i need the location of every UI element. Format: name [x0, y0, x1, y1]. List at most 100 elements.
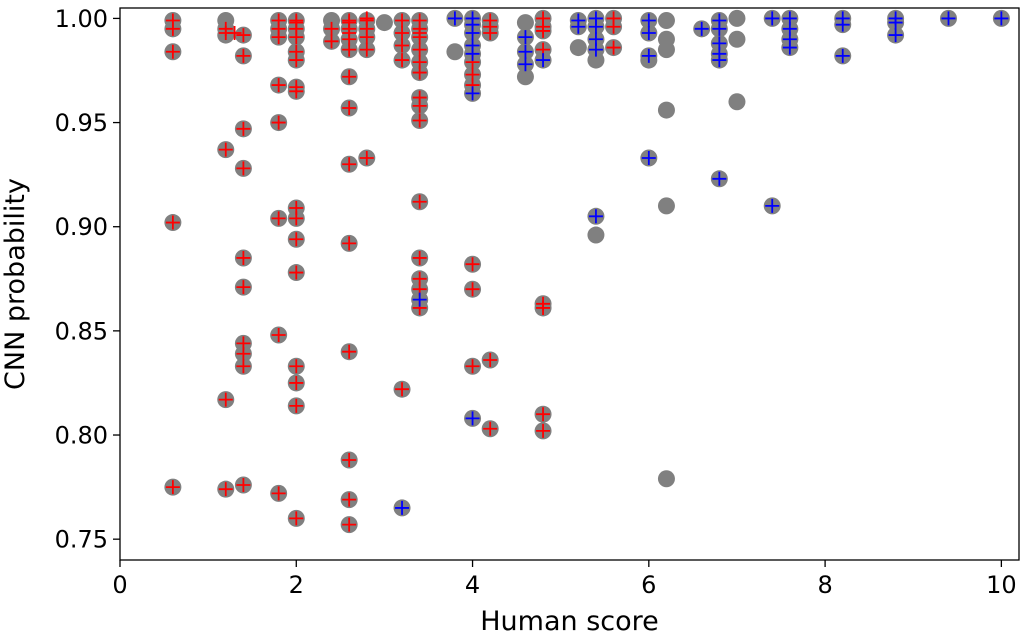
data-point-red-plus — [289, 13, 304, 28]
data-point-red-plus — [412, 113, 427, 128]
data-point-red-plus — [236, 250, 251, 265]
data-point-blue-plus — [712, 36, 727, 51]
data-point-red-plus — [271, 486, 286, 501]
data-point-red-plus — [483, 13, 498, 28]
data-point-blue-plus — [641, 13, 656, 28]
data-point-red-plus — [236, 48, 251, 63]
y-axis-label: CNN probability — [0, 178, 31, 390]
data-point-red-plus — [536, 11, 551, 26]
data-point-blue-plus — [395, 500, 410, 515]
data-point-red-plus — [289, 398, 304, 413]
data-point-circle — [657, 30, 675, 48]
data-point-blue-plus — [465, 38, 480, 53]
data-point-red-plus — [236, 359, 251, 374]
data-point-red-plus — [342, 100, 357, 115]
data-point-blue-plus — [888, 11, 903, 26]
data-point-circle — [446, 43, 464, 61]
x-axis: 0 2 4 6 8 10 — [112, 560, 1017, 599]
data-point-blue-plus — [712, 171, 727, 186]
data-point-red-plus — [289, 265, 304, 280]
data-point-red-plus — [165, 480, 180, 495]
data-point-circle — [217, 11, 235, 29]
data-point-blue-plus — [588, 32, 603, 47]
data-point-blue-plus — [536, 53, 551, 68]
data-point-red-plus — [412, 194, 427, 209]
data-point-blue-plus — [518, 44, 533, 59]
data-point-red-plus — [536, 423, 551, 438]
data-point-red-plus — [289, 44, 304, 59]
y-tick-label: 1.00 — [55, 5, 108, 33]
data-point-red-plus — [606, 11, 621, 26]
data-point-red-plus — [271, 211, 286, 226]
data-point-red-plus — [395, 53, 410, 68]
data-point-blue-plus — [765, 11, 780, 26]
x-tick-label: 10 — [986, 571, 1017, 599]
data-point-circle — [569, 39, 587, 57]
data-point-red-plus — [342, 344, 357, 359]
data-point-red-plus — [324, 21, 339, 36]
data-point-red-plus — [342, 492, 357, 507]
data-point-blue-plus — [941, 11, 956, 26]
x-tick-label: 4 — [465, 571, 480, 599]
data-point-blue-plus — [465, 11, 480, 26]
data-point-red-plus — [289, 80, 304, 95]
data-point-red-plus — [412, 42, 427, 57]
plot-frame — [119, 7, 1020, 561]
data-point-red-plus — [236, 478, 251, 493]
data-point-red-plus — [536, 296, 551, 311]
data-point-red-plus — [395, 13, 410, 28]
data-point-circle — [657, 101, 675, 119]
data-point-circle — [657, 11, 675, 29]
data-point-blue-plus — [835, 48, 850, 63]
data-point-blue-plus — [571, 13, 586, 28]
data-points — [164, 9, 1010, 534]
data-point-red-plus — [289, 375, 304, 390]
data-point-red-plus — [289, 359, 304, 374]
data-point-blue-plus — [641, 48, 656, 63]
data-point-circle — [657, 470, 675, 488]
data-point-circle — [516, 14, 534, 32]
data-point-red-plus — [236, 280, 251, 295]
data-point-red-plus — [271, 78, 286, 93]
data-point-red-plus — [412, 271, 427, 286]
data-point-blue-plus — [447, 11, 462, 26]
data-point-circle — [657, 197, 675, 215]
data-point-red-plus — [236, 121, 251, 136]
y-tick-label: 0.80 — [55, 422, 108, 450]
data-point-circle — [516, 68, 534, 86]
data-point-red-plus — [606, 40, 621, 55]
data-point-red-plus — [218, 482, 233, 497]
data-point-red-plus — [395, 38, 410, 53]
data-point-red-plus — [271, 13, 286, 28]
data-point-red-plus — [465, 359, 480, 374]
data-point-red-plus — [227, 25, 242, 40]
data-point-red-plus — [395, 382, 410, 397]
data-point-red-plus — [289, 511, 304, 526]
x-tick-label: 0 — [112, 571, 127, 599]
data-point-red-plus — [342, 236, 357, 251]
data-point-red-plus — [412, 250, 427, 265]
data-point-blue-plus — [641, 150, 656, 165]
data-point-circle — [728, 93, 746, 111]
data-point-red-plus — [342, 453, 357, 468]
data-point-red-plus — [218, 142, 233, 157]
data-point-red-plus — [483, 421, 498, 436]
y-axis: 0.75 0.80 0.85 0.90 0.95 1.00 — [55, 5, 120, 554]
y-tick-label: 0.90 — [55, 213, 108, 241]
data-point-red-plus — [465, 257, 480, 272]
data-point-circle — [587, 226, 605, 244]
x-tick-label: 6 — [641, 571, 656, 599]
data-point-blue-plus — [694, 21, 709, 36]
data-point-red-plus — [218, 21, 233, 36]
data-point-circle — [728, 30, 746, 48]
data-point-circle — [375, 14, 393, 32]
data-point-red-plus — [289, 232, 304, 247]
data-point-blue-plus — [465, 411, 480, 426]
data-point-red-plus — [218, 392, 233, 407]
data-point-blue-plus — [588, 209, 603, 224]
data-point-blue-plus — [712, 13, 727, 28]
data-point-red-plus — [412, 55, 427, 70]
data-point-red-plus — [236, 161, 251, 176]
data-point-blue-plus — [518, 57, 533, 72]
